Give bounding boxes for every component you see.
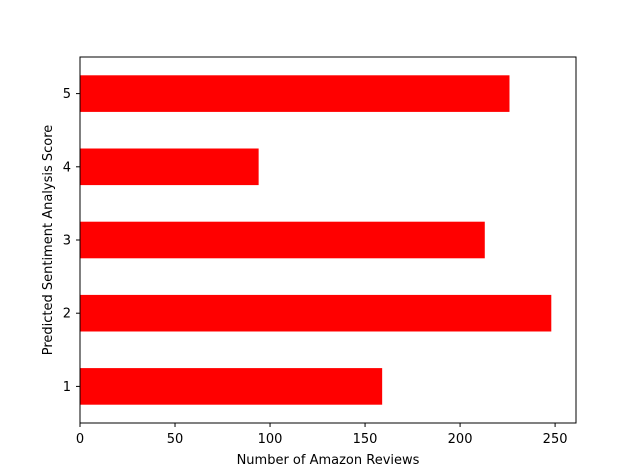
- bar-score-3: [80, 221, 485, 259]
- x-tick-label: 150: [353, 432, 378, 447]
- x-tick-label: 100: [258, 432, 283, 447]
- bar-score-4: [80, 148, 259, 186]
- x-tick-label: 250: [543, 432, 568, 447]
- y-tick-label: 2: [63, 307, 71, 322]
- y-axis: 1 2 3 4 5: [63, 87, 80, 395]
- bar-score-1: [80, 368, 383, 405]
- x-axis-label: Number of Amazon Reviews: [237, 453, 420, 468]
- y-tick-label: 3: [63, 234, 71, 249]
- x-tick-label: 50: [167, 432, 184, 447]
- bar-score-2: [80, 294, 552, 332]
- y-tick-label: 1: [63, 380, 71, 395]
- y-axis-label: Predicted Sentiment Analysis Score: [41, 125, 56, 356]
- x-axis: 0 50 100 150 200 250: [76, 423, 568, 447]
- bar-score-5: [80, 75, 510, 112]
- x-tick-label: 0: [76, 432, 84, 447]
- bars-group: [80, 75, 552, 405]
- y-tick-label: 4: [63, 160, 71, 175]
- y-tick-label: 5: [63, 87, 71, 102]
- x-tick-label: 200: [448, 432, 473, 447]
